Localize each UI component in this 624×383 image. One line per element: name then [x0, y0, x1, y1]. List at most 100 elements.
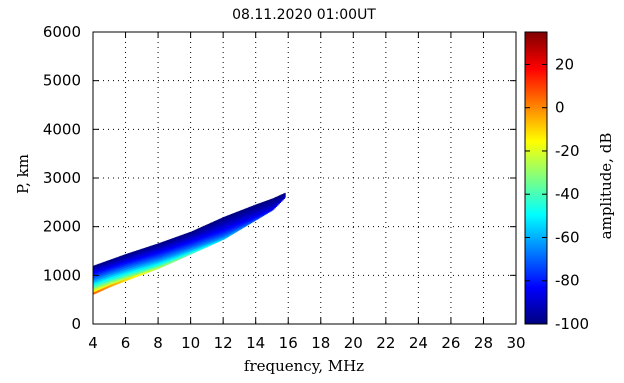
band-cell — [155, 260, 158, 263]
grid-lines — [93, 32, 516, 324]
band-cell — [152, 264, 155, 268]
band-cell — [232, 214, 235, 217]
band-cell — [243, 210, 246, 212]
band-cell — [174, 242, 177, 245]
band-cell — [271, 202, 274, 205]
band-cell — [126, 262, 129, 266]
band-cell — [139, 267, 142, 270]
band-cell — [214, 222, 216, 225]
band-cell — [167, 260, 170, 263]
band-cell — [233, 217, 236, 220]
band-cell — [189, 244, 192, 247]
band-cell — [160, 245, 163, 249]
band-cell — [227, 221, 229, 224]
band-cell — [191, 234, 194, 237]
band-cell — [142, 268, 145, 271]
band-cell — [270, 204, 272, 207]
band-cell — [240, 227, 242, 230]
band-cell — [237, 211, 240, 214]
band-cell — [159, 263, 162, 267]
band-cell — [189, 238, 192, 241]
band-cell — [249, 210, 252, 213]
band-cell — [160, 256, 163, 259]
band-cell — [193, 241, 196, 244]
band-cell — [266, 202, 269, 204]
band-cell — [247, 212, 250, 214]
band-cell — [99, 265, 102, 268]
band-cell — [236, 225, 239, 228]
plot-area — [93, 32, 516, 324]
band-cell — [169, 254, 172, 257]
band-cell — [156, 245, 159, 248]
band-cell — [197, 239, 200, 242]
band-cell — [227, 230, 229, 233]
band-cell — [238, 217, 241, 220]
band-cell — [169, 244, 172, 247]
band-cell — [225, 228, 228, 231]
band-cell — [96, 288, 99, 291]
band-cell — [142, 270, 145, 273]
band-cell — [116, 266, 119, 270]
band-cell — [120, 276, 123, 280]
band-cell — [95, 276, 98, 280]
x-tick-label: 22 — [376, 334, 395, 352]
band-cell — [180, 238, 183, 241]
band-cell — [185, 249, 188, 252]
band-cell — [169, 255, 172, 259]
band-cell — [115, 282, 118, 285]
band-cell — [267, 202, 270, 205]
band-cell — [145, 254, 147, 258]
band-cell — [141, 261, 144, 264]
band-cell — [219, 239, 222, 242]
band-cell — [230, 232, 233, 235]
band-cell — [258, 208, 261, 211]
band-cell — [260, 214, 263, 216]
band-cell — [240, 215, 242, 218]
band-cell — [130, 276, 133, 279]
band-cell — [227, 216, 229, 220]
band-cell — [267, 208, 270, 211]
band-cell — [193, 235, 196, 238]
band-cell — [210, 229, 213, 232]
band-cell — [214, 221, 216, 224]
band-cell — [211, 233, 214, 236]
band-cell — [236, 222, 239, 225]
band-cell — [98, 273, 101, 277]
band-cell — [150, 252, 153, 256]
band-cell — [171, 257, 173, 260]
band-cell — [99, 277, 102, 280]
band-cell — [182, 247, 185, 250]
band-cell — [198, 238, 201, 242]
band-cell — [266, 204, 269, 206]
band-cell — [135, 272, 138, 276]
band-cell — [271, 205, 274, 208]
band-cell — [216, 226, 219, 229]
band-cell — [137, 273, 140, 277]
band-cell — [201, 234, 203, 237]
band-cell — [161, 252, 164, 255]
band-cell — [204, 229, 207, 232]
band-cell — [219, 228, 222, 231]
band-cell — [190, 240, 193, 244]
band-cell — [164, 263, 167, 266]
band-cell — [109, 282, 112, 285]
band-cell — [210, 238, 213, 241]
band-cell — [119, 260, 121, 263]
band-cell — [138, 251, 141, 254]
colorbar-tick-label: -40 — [555, 185, 580, 203]
band-cell — [184, 243, 187, 246]
band-cell — [134, 252, 137, 256]
band-cell — [228, 217, 231, 220]
band-cell — [126, 257, 129, 260]
band-cell — [272, 198, 275, 201]
band-cell — [158, 246, 160, 250]
band-cell — [159, 255, 162, 258]
band-cell — [132, 270, 134, 273]
band-cell — [241, 218, 244, 221]
band-cell — [264, 201, 267, 204]
band-cell — [147, 262, 150, 266]
band-cell — [212, 234, 215, 237]
band-cell — [104, 269, 107, 272]
band-cell — [151, 257, 154, 261]
